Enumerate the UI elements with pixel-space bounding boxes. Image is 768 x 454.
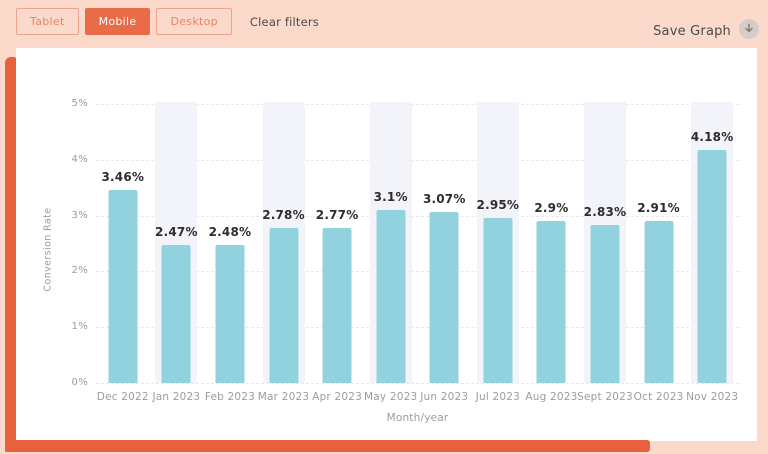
gridline: [96, 383, 739, 384]
chart-card: Conversion Rate 0% 1% 2% 3% 4% 5% 3.46% Dec 20…: [16, 48, 757, 441]
bar-value-label: 2.95%: [476, 198, 520, 213]
x-tick-label: Jun 2023: [420, 391, 469, 403]
chart-column: 3.46% Dec 2022: [96, 104, 150, 403]
y-tick-label: 3%: [71, 209, 88, 221]
chart-column: 2.9% Aug 2023: [525, 104, 579, 403]
bar-value-label: 4.18%: [690, 129, 734, 144]
y-tick-label: 2%: [71, 265, 88, 277]
x-tick-label: Dec 2022: [96, 391, 149, 403]
bar-value-label: 2.91%: [637, 200, 680, 215]
y-tick-label: 0%: [71, 377, 88, 388]
bar-value-label: 2.83%: [583, 205, 627, 220]
chart-column: 4.18% Nov 2023: [685, 102, 739, 403]
x-tick-label: Feb 2023: [204, 391, 256, 403]
filter-toolbar: Tablet Mobile Desktop Clear filters: [16, 8, 319, 35]
bar-value-label: 2.9%: [534, 201, 569, 216]
filter-button-desktop[interactable]: Desktop: [156, 8, 232, 35]
bar-oct-2023[interactable]: [644, 220, 674, 383]
y-tick-label: 1%: [71, 321, 88, 333]
x-tick-label: Sept 2023: [577, 391, 633, 403]
bar-nov-2023[interactable]: [697, 149, 727, 383]
chart-column: 3.1% May 2023: [364, 102, 418, 403]
clear-filters-link[interactable]: Clear filters: [249, 14, 319, 29]
gridline: [96, 215, 739, 217]
gridline: [96, 271, 739, 273]
chart-column: 3.07% Jun 2023: [417, 104, 471, 403]
x-axis-title: Month/year: [386, 412, 449, 424]
gridline: [96, 104, 739, 105]
save-graph-button[interactable]: Save Graph: [653, 18, 760, 44]
save-graph-label: Save Graph: [653, 23, 731, 39]
bar-sept-2023[interactable]: [590, 225, 620, 383]
chart-column: 2.95% Jul 2023: [471, 102, 525, 403]
y-tick-label: 4%: [71, 153, 88, 165]
chart-column: 2.78% Mar 2023: [257, 102, 311, 403]
y-axis: 0% 1% 2% 3% 4% 5%: [40, 98, 88, 388]
filter-button-tablet[interactable]: Tablet: [16, 8, 79, 35]
bar-dec-2022[interactable]: [108, 189, 138, 383]
orange-border-bottom: [5, 440, 650, 452]
filter-button-mobile[interactable]: Mobile: [84, 8, 151, 35]
x-tick-label: May 2023: [363, 391, 418, 403]
chart-column: 2.77% Apr 2023: [310, 104, 364, 403]
chart-column: 2.83% Sept 2023: [577, 102, 633, 403]
bar-mar-2023[interactable]: [269, 227, 299, 383]
x-tick-label: Mar 2023: [257, 391, 310, 403]
bar-feb-2023[interactable]: [215, 244, 245, 383]
x-tick-label: Nov 2023: [686, 391, 739, 403]
bar-aug-2023[interactable]: [536, 221, 566, 383]
x-tick-label: Jul 2023: [475, 391, 520, 403]
bar-value-label: 2.78%: [262, 207, 305, 222]
chart-column: 2.48% Feb 2023: [203, 104, 257, 403]
gridline: [96, 327, 739, 329]
bar-jul-2023[interactable]: [483, 218, 513, 383]
bar-value-label: 2.48%: [208, 224, 252, 239]
x-tick-label: Apr 2023: [312, 391, 363, 403]
bar-value-label: 3.46%: [101, 169, 145, 184]
x-tick-label: Jan 2023: [152, 391, 201, 403]
bar-value-label: 3.1%: [373, 190, 408, 205]
bar-value-label: 2.47%: [155, 225, 198, 240]
download-icon[interactable]: [738, 18, 760, 44]
chart-column: 2.91% Oct 2023: [632, 104, 686, 403]
x-tick-label: Oct 2023: [633, 391, 684, 403]
bar-may-2023[interactable]: [376, 210, 406, 383]
x-tick-label: Aug 2023: [525, 391, 578, 403]
chart-column: 2.47% Jan 2023: [150, 102, 204, 403]
bar-value-label: 3.07%: [422, 191, 466, 206]
y-tick-label: 5%: [71, 98, 88, 109]
bar-jun-2023[interactable]: [429, 211, 459, 383]
bar-jan-2023[interactable]: [161, 245, 191, 383]
bar-apr-2023[interactable]: [322, 228, 352, 383]
orange-border-left: [5, 57, 16, 452]
gridline: [96, 159, 739, 161]
bar-value-label: 2.77%: [315, 208, 359, 223]
plot-area: 3.46% Dec 2022 2.47% Jan 2023 2.48% Feb 2023 2…: [96, 102, 739, 403]
